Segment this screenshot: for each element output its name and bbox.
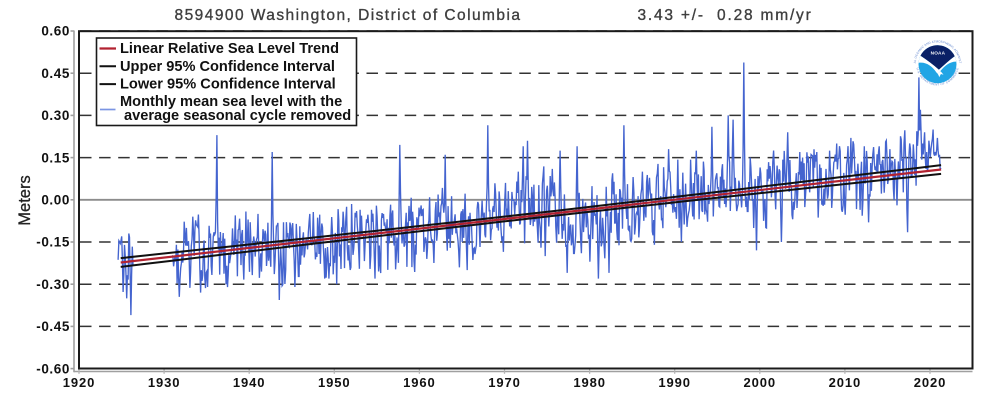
svg-text:-0.60: -0.60 bbox=[36, 361, 70, 376]
svg-text:0.45: 0.45 bbox=[41, 66, 70, 81]
svg-text:-0.30: -0.30 bbox=[36, 277, 70, 292]
svg-text:-0.45: -0.45 bbox=[36, 319, 70, 334]
svg-text:0.30: 0.30 bbox=[41, 108, 70, 123]
svg-text:0.00: 0.00 bbox=[41, 193, 70, 208]
svg-text:1920: 1920 bbox=[63, 375, 96, 390]
svg-text:NOAA: NOAA bbox=[931, 51, 946, 56]
svg-text:2020: 2020 bbox=[914, 375, 947, 390]
svg-text:1970: 1970 bbox=[488, 375, 521, 390]
svg-text:1940: 1940 bbox=[233, 375, 266, 390]
svg-text:0.15: 0.15 bbox=[41, 150, 70, 165]
svg-text:1990: 1990 bbox=[658, 375, 691, 390]
svg-text:1930: 1930 bbox=[148, 375, 181, 390]
svg-text:1950: 1950 bbox=[318, 375, 351, 390]
svg-text:1960: 1960 bbox=[403, 375, 436, 390]
svg-text:Linear Relative Sea Level Tren: Linear Relative Sea Level Trend bbox=[120, 41, 339, 57]
svg-text:8594900 Washington, District o: 8594900 Washington, District of Columbia bbox=[175, 7, 522, 24]
svg-text:Lower 95% Confidence Interval: Lower 95% Confidence Interval bbox=[120, 76, 336, 92]
svg-text:Upper 95% Confidence Interval: Upper 95% Confidence Interval bbox=[120, 59, 335, 75]
svg-text:average seasonal cycle removed: average seasonal cycle removed bbox=[124, 108, 351, 124]
svg-text:1980: 1980 bbox=[573, 375, 606, 390]
svg-text:2000: 2000 bbox=[744, 375, 777, 390]
svg-text:Monthly mean sea level with th: Monthly mean sea level with the bbox=[120, 94, 342, 110]
svg-text:2010: 2010 bbox=[829, 375, 862, 390]
svg-text:Meters: Meters bbox=[16, 175, 34, 225]
svg-text:-0.15: -0.15 bbox=[36, 235, 70, 250]
svg-text:0.60: 0.60 bbox=[41, 24, 70, 39]
svg-text:3.43 +/- 0.28 mm/yr: 3.43 +/- 0.28 mm/yr bbox=[637, 7, 812, 24]
